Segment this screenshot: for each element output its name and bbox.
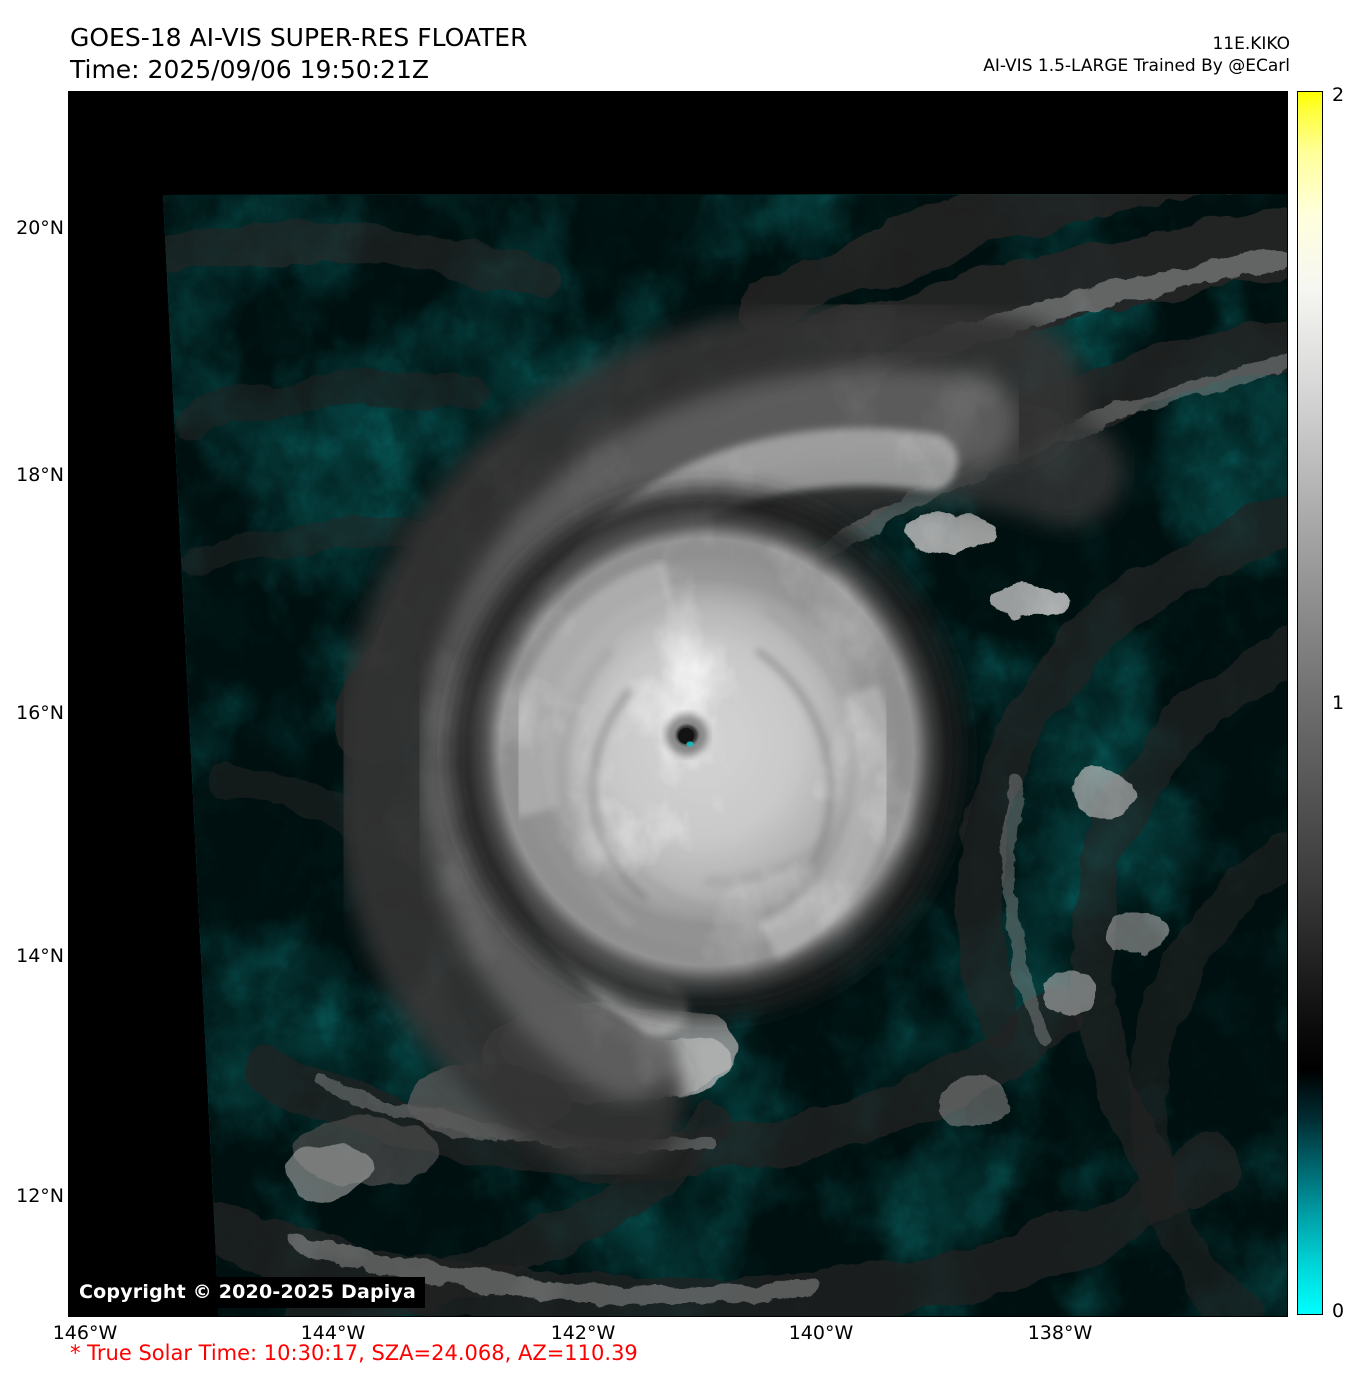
model-credit-label: AI-VIS 1.5-LARGE Trained By @ECarl	[983, 56, 1290, 77]
xtick-label: 144°W	[300, 1322, 366, 1344]
product-title: GOES-18 AI-VIS SUPER-RES FLOATER	[70, 23, 528, 52]
solar-geometry-note: * True Solar Time: 10:30:17, SZA=24.068,…	[70, 1341, 638, 1365]
colorbar-tick-label: 0	[1332, 1300, 1345, 1322]
ytick-label: 14°N	[16, 945, 64, 967]
ytick-label: 12°N	[16, 1185, 64, 1207]
ytick-label: 16°N	[16, 702, 64, 724]
xtick-label: 138°W	[1027, 1322, 1093, 1344]
ytick-label: 18°N	[16, 464, 64, 486]
xtick-label: 140°W	[788, 1322, 854, 1344]
colorbar-tick-label: 1	[1332, 692, 1345, 714]
swath-group	[163, 194, 1287, 1316]
copyright-watermark: Copyright © 2020-2025 Dapiya	[70, 1277, 426, 1308]
metadata-block: 11E.KIKO AI-VIS 1.5-LARGE Trained By @EC…	[983, 33, 1290, 78]
colorbar-tick-label: 2	[1332, 84, 1345, 106]
satellite-image-plot[interactable]	[68, 91, 1288, 1317]
page-title: GOES-18 AI-VIS SUPER-RES FLOATER Time: 2…	[70, 22, 527, 86]
xtick-label: 146°W	[52, 1322, 118, 1344]
xtick-label: 142°W	[550, 1322, 616, 1344]
colorbar	[1297, 91, 1323, 1315]
storm-id-label: 11E.KIKO	[1212, 34, 1290, 54]
observation-time: Time: 2025/09/06 19:50:21Z	[70, 55, 429, 84]
satellite-imagery	[69, 92, 1287, 1316]
global-texture-overlay	[163, 194, 1287, 1316]
ytick-label: 20°N	[16, 217, 64, 239]
